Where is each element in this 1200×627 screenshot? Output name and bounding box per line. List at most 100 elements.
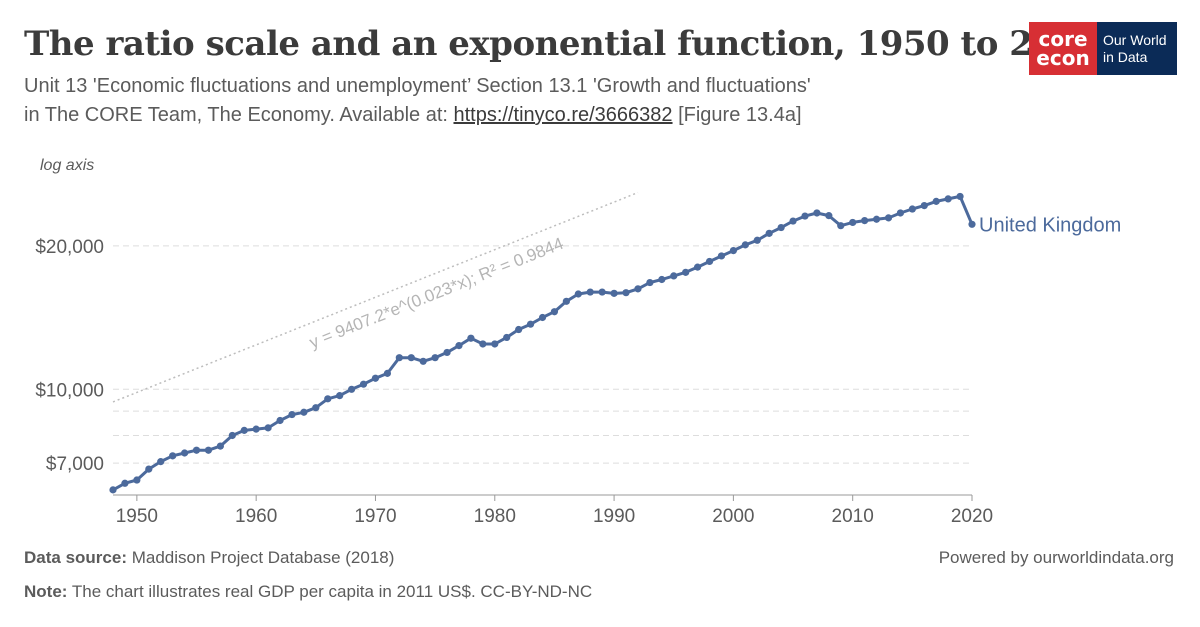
data-point bbox=[908, 205, 916, 213]
data-point bbox=[777, 223, 785, 232]
data-point bbox=[610, 289, 618, 297]
data-point bbox=[801, 212, 809, 220]
logo-core-text: core bbox=[1038, 26, 1088, 51]
data-point bbox=[658, 275, 666, 284]
data-point bbox=[395, 354, 403, 362]
x-tick-label: 1950 bbox=[116, 506, 158, 527]
data-point bbox=[431, 354, 439, 362]
data-point bbox=[849, 218, 857, 227]
subtitle-line-2-suffix: [Figure 13.4a] bbox=[672, 104, 802, 126]
data-point bbox=[968, 220, 976, 228]
data-point bbox=[682, 268, 690, 276]
data-point bbox=[598, 288, 606, 296]
data-point bbox=[145, 465, 153, 473]
data-point bbox=[169, 452, 177, 460]
data-point bbox=[443, 348, 451, 357]
core-econ-logo: core econ bbox=[1029, 22, 1097, 75]
note-label: Note: bbox=[24, 582, 68, 601]
y-tick-label: $7,000 bbox=[46, 454, 104, 475]
owid-logo: Our World in Data bbox=[1097, 22, 1177, 75]
data-point bbox=[825, 212, 833, 220]
axis-note: log axis bbox=[40, 157, 94, 174]
chart-title: The ratio scale and an exponential funct… bbox=[24, 24, 1102, 64]
chart-note: Note: The chart illustrates real GDP per… bbox=[24, 582, 592, 602]
data-point bbox=[956, 192, 964, 201]
data-point bbox=[288, 410, 296, 419]
data-point bbox=[180, 449, 189, 457]
data-point bbox=[419, 357, 427, 365]
data-point bbox=[944, 195, 952, 203]
data-point bbox=[503, 333, 511, 342]
data-point bbox=[884, 214, 893, 222]
data-point bbox=[133, 476, 141, 484]
line-chart: log axis $7,000 $10,000 $20,000 1950 1960 1970… bbox=[35, 157, 1121, 527]
data-source-text: Maddison Project Database (2018) bbox=[126, 548, 395, 567]
data-point bbox=[359, 380, 368, 388]
x-tick-label: 1960 bbox=[235, 506, 277, 527]
data-source: Data source: Maddison Project Database (… bbox=[24, 548, 394, 568]
data-point bbox=[300, 408, 308, 416]
logo-owid-line-2: in Data bbox=[1103, 48, 1148, 65]
x-tick-label: 1970 bbox=[354, 506, 396, 527]
data-point bbox=[920, 201, 928, 210]
data-point bbox=[455, 342, 463, 350]
data-point bbox=[407, 354, 415, 362]
data-point bbox=[157, 458, 165, 466]
data-point bbox=[526, 320, 535, 328]
trendline-label: y = 9407.2*e^(0.023*x); R² = 0.9844 bbox=[307, 234, 566, 352]
y-tick-label: $20,000 bbox=[35, 237, 104, 258]
data-point bbox=[813, 209, 821, 217]
data-point bbox=[264, 424, 272, 432]
data-point bbox=[932, 197, 940, 205]
series-label: United Kingdom bbox=[979, 214, 1121, 236]
powered-by[interactable]: Powered by ourworldindata.org bbox=[938, 548, 1174, 567]
subtitle-line-2-prefix: in The CORE Team, The Economy. Available… bbox=[24, 104, 454, 126]
data-point bbox=[515, 325, 523, 334]
data-point bbox=[324, 395, 332, 403]
data-point bbox=[693, 263, 702, 271]
data-point bbox=[479, 340, 487, 348]
data-point bbox=[861, 217, 869, 225]
data-point bbox=[550, 308, 559, 316]
y-tick-label: $10,000 bbox=[35, 380, 104, 401]
data-point bbox=[216, 442, 224, 450]
data-point bbox=[705, 257, 714, 266]
source-link[interactable]: https://tinyco.re/3666382 bbox=[453, 104, 673, 126]
chart-subtitle: Unit 13 'Economic fluctuations and unemp… bbox=[24, 72, 1004, 130]
data-point bbox=[896, 209, 905, 217]
data-point bbox=[574, 290, 582, 298]
data-point bbox=[538, 313, 547, 322]
data-point bbox=[383, 369, 392, 377]
logo-owid-line-1: Our World bbox=[1103, 31, 1167, 48]
logo[interactable]: core econ Our World in Data bbox=[1029, 22, 1177, 75]
data-point bbox=[491, 340, 499, 348]
subtitle-line-1: Unit 13 'Economic fluctuations and unemp… bbox=[24, 75, 811, 97]
x-tick-label: 2010 bbox=[832, 506, 874, 527]
data-point bbox=[562, 297, 570, 305]
note-text: The chart illustrates real GDP per capit… bbox=[67, 582, 593, 601]
x-tick-label: 1980 bbox=[474, 506, 516, 527]
data-point bbox=[872, 215, 881, 223]
x-tick-label: 2020 bbox=[951, 506, 993, 527]
data-point bbox=[622, 289, 630, 297]
data-point bbox=[729, 246, 737, 255]
data-point bbox=[252, 425, 260, 433]
data-point bbox=[646, 278, 654, 287]
data-point bbox=[765, 229, 773, 237]
data-point bbox=[371, 374, 380, 382]
data-point bbox=[837, 222, 845, 230]
data-point bbox=[634, 285, 642, 293]
data-point bbox=[192, 446, 201, 454]
data-point bbox=[312, 404, 320, 412]
data-point bbox=[741, 241, 749, 249]
x-tick-label: 1990 bbox=[593, 506, 635, 527]
trendline bbox=[112, 191, 639, 403]
data-point bbox=[670, 272, 678, 280]
data-point bbox=[467, 334, 475, 342]
data-point bbox=[336, 392, 344, 400]
data-point bbox=[109, 486, 117, 494]
x-tick-label: 2000 bbox=[712, 506, 754, 527]
data-point bbox=[240, 426, 248, 434]
data-point bbox=[204, 446, 213, 454]
data-point bbox=[789, 217, 797, 225]
